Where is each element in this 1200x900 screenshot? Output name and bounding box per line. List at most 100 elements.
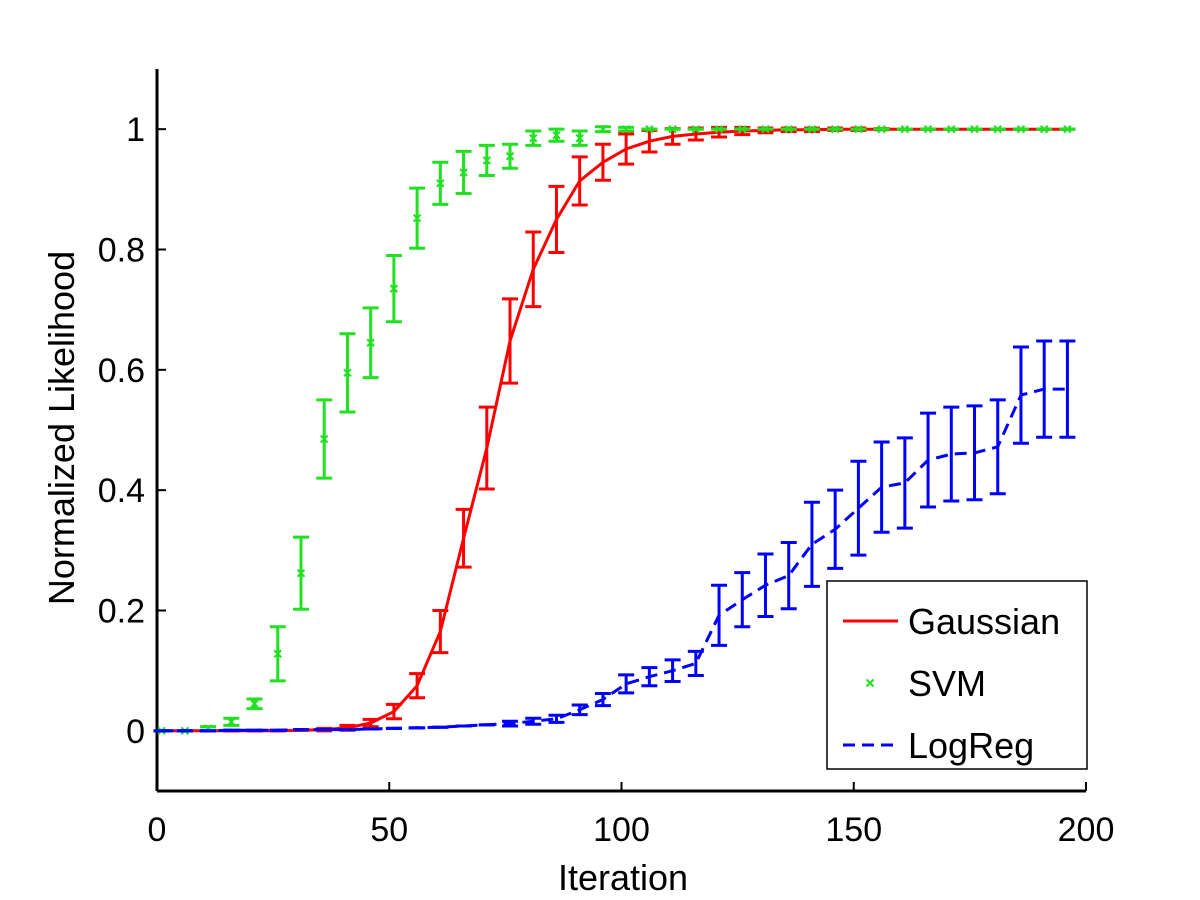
svm-marker xyxy=(575,133,584,143)
svm-marker xyxy=(366,338,375,347)
svm-marker xyxy=(668,124,677,134)
svm-marker-stroke xyxy=(389,284,399,293)
svm-marker-stroke xyxy=(227,717,236,727)
svm-marker xyxy=(296,568,306,578)
svm-marker xyxy=(482,156,492,165)
svm-marker-stroke xyxy=(923,124,933,134)
svm-marker xyxy=(738,124,747,134)
svm-marker-stroke xyxy=(436,179,445,188)
svm-marker xyxy=(343,368,352,378)
svm-marker xyxy=(598,124,608,134)
svm-marker-stroke xyxy=(273,649,282,659)
svm-marker xyxy=(227,717,236,727)
x-tick-label: 150 xyxy=(825,811,882,849)
y-axis: 0 0.2 0.4 0.6 0.8 1 xyxy=(98,111,166,751)
svm-marker xyxy=(714,124,724,134)
svm-marker-stroke xyxy=(366,338,375,347)
svm-marker xyxy=(436,179,445,188)
svm-marker-stroke xyxy=(412,214,422,223)
svm-marker-stroke xyxy=(970,124,979,134)
x-tick-label: 200 xyxy=(1058,811,1115,849)
svm-marker-stroke xyxy=(1039,124,1049,134)
y-tick-label: 0.6 xyxy=(98,352,145,390)
svm-marker xyxy=(947,124,956,134)
svm-marker-stroke xyxy=(947,124,956,134)
logreg-error-bar xyxy=(1059,339,1076,439)
x-axis-title: Iteration xyxy=(558,857,688,898)
svm-marker xyxy=(1039,124,1049,134)
svm-marker-stroke xyxy=(621,124,631,134)
svm-marker-stroke xyxy=(807,124,817,134)
y-tick-label: 0.8 xyxy=(98,232,145,270)
svm-marker-stroke xyxy=(320,434,329,444)
svm-marker xyxy=(412,214,422,223)
legend-label-logreg: LogReg xyxy=(908,725,1034,766)
logreg-error-bar xyxy=(896,436,913,530)
svm-marker-stroke xyxy=(900,124,910,134)
plot-area xyxy=(153,124,1076,736)
svm-marker xyxy=(807,124,817,134)
svm-marker xyxy=(552,130,561,140)
svm-marker-stroke xyxy=(830,124,840,134)
y-axis-title: Normalized Likelihood xyxy=(41,251,82,605)
legend-item-svm: SVM xyxy=(865,663,986,704)
svm-marker xyxy=(691,124,701,134)
svm-marker-stroke xyxy=(714,124,724,134)
gaussian-line xyxy=(161,127,1068,733)
svm-marker-stroke xyxy=(738,124,747,134)
svm-marker-stroke xyxy=(854,124,863,134)
series-logreg xyxy=(153,339,1076,733)
svm-marker-stroke xyxy=(691,124,701,134)
svm-marker-stroke xyxy=(668,124,677,134)
svm-marker xyxy=(273,649,282,659)
svm-marker xyxy=(854,124,863,134)
x-tick-label: 100 xyxy=(593,811,650,849)
svm-marker-stroke xyxy=(784,124,793,134)
y-tick-label: 0 xyxy=(126,713,145,751)
svm-marker-stroke xyxy=(993,124,1002,134)
svm-marker xyxy=(1016,124,1026,134)
svm-marker-stroke xyxy=(250,699,259,708)
logreg-error-bar xyxy=(618,673,635,695)
svm-marker-stroke xyxy=(645,124,654,134)
svm-marker-stroke xyxy=(482,156,492,165)
logreg-error-bar xyxy=(780,541,797,611)
svm-marker-stroke xyxy=(761,124,770,134)
legend-marker-svm xyxy=(865,678,875,688)
svm-marker xyxy=(621,124,631,134)
svm-marker xyxy=(1063,124,1072,134)
svm-marker xyxy=(877,124,886,134)
legend-label-gaussian: Gaussian xyxy=(908,601,1060,642)
legend-item-logreg: LogReg xyxy=(843,725,1034,766)
svm-marker xyxy=(645,124,654,134)
svm-marker xyxy=(993,124,1002,134)
x-axis: 0 50 100 150 200 xyxy=(148,782,1115,849)
svm-marker-stroke xyxy=(1016,124,1026,134)
svm-marker xyxy=(459,168,468,177)
svm-marker xyxy=(761,124,770,134)
y-tick-label: 0.2 xyxy=(98,593,145,631)
svm-marker xyxy=(505,152,515,161)
y-tick-label: 1 xyxy=(126,111,145,149)
svm-marker-stroke xyxy=(575,133,584,143)
x-tick-label: 0 xyxy=(148,811,167,849)
svm-marker-stroke xyxy=(529,133,538,143)
svm-marker-stroke xyxy=(505,152,515,161)
svm-marker xyxy=(784,124,793,134)
svm-marker xyxy=(389,284,399,293)
svm-marker-stroke xyxy=(1063,124,1072,134)
svm-marker-stroke xyxy=(296,568,306,578)
svm-marker-stroke xyxy=(459,168,468,177)
svm-marker xyxy=(923,124,933,134)
svm-marker-stroke xyxy=(598,124,608,134)
legend-box xyxy=(826,580,1088,770)
svm-marker xyxy=(320,434,329,444)
svm-marker-stroke xyxy=(877,124,886,134)
svm-marker xyxy=(900,124,910,134)
legend-label-svm: SVM xyxy=(908,663,986,704)
logreg-error-bar xyxy=(943,405,960,503)
x-tick-label: 50 xyxy=(370,811,408,849)
logreg-error-bar xyxy=(850,459,867,557)
svm-marker-stroke xyxy=(343,368,352,378)
